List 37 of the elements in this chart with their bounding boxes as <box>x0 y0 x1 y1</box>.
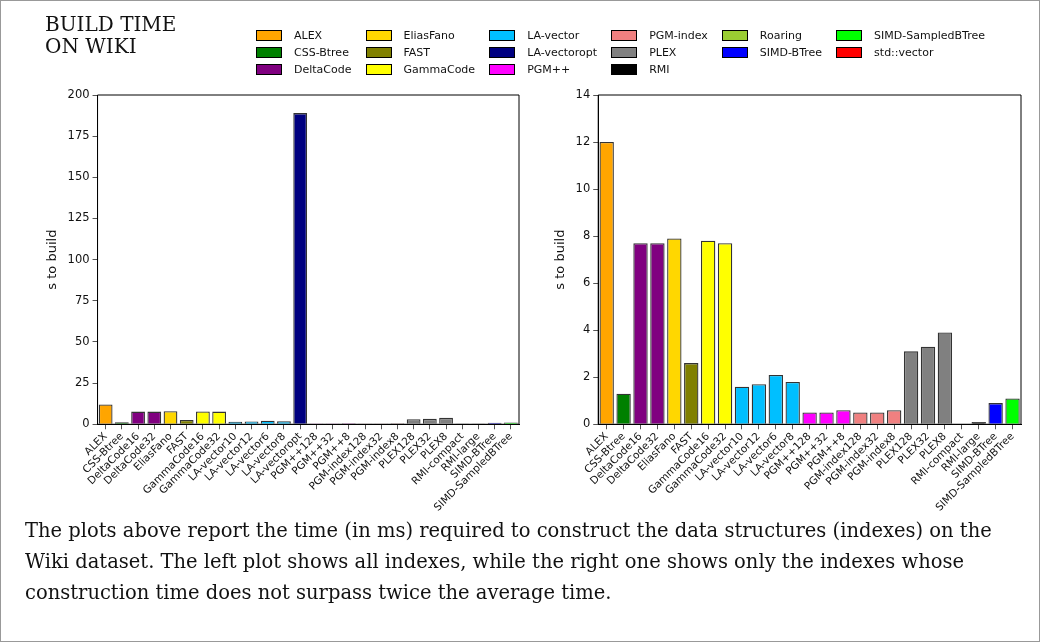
y-tick-label: 175 <box>67 128 90 143</box>
legend-label: EliasFano <box>403 28 455 42</box>
y-tick-label: 2 <box>582 369 591 384</box>
y-tick-label: 0 <box>82 416 90 431</box>
legend-label: LA-vector <box>527 28 580 42</box>
y-tick-label: 8 <box>582 228 591 243</box>
y-tick-label: 10 <box>575 181 591 196</box>
legend-label: DeltaCode <box>294 62 352 76</box>
y-tick-label: 25 <box>74 375 90 390</box>
y-tick-label: 14 <box>575 86 591 101</box>
legend-label: ALEX <box>294 28 323 42</box>
y-tick-label: 0 <box>582 416 591 431</box>
chart-title: BUILD TIME ON WIKI <box>45 12 177 58</box>
y-tick-label: 100 <box>67 251 90 266</box>
legend-label: PGM++ <box>527 62 571 76</box>
legend-label: PLEX <box>649 45 677 59</box>
y-axis-title: s to build <box>552 229 568 290</box>
legend-label: FAST <box>403 45 431 59</box>
legend-label: std::vector <box>874 45 934 59</box>
legend-label: GammaCode <box>403 62 476 76</box>
legend-label: LA-vectoropt <box>527 45 598 59</box>
y-tick-label: 6 <box>582 275 591 290</box>
y-tick-label: 4 <box>582 322 591 337</box>
y-tick-label: 50 <box>74 333 90 348</box>
text: The plots above report the time (in ms) required to construct the data structures (indexes) on the Wiki dataset. The left plot shows all indexes, while the right one shows only the indexes whose construction time does not surpass twice the average time. <box>25 518 993 606</box>
legend-label: PGM-index <box>649 28 708 42</box>
y-tick-label: 12 <box>575 134 591 149</box>
legend-label: SIMD-BTree <box>759 45 823 59</box>
legend-label: RMI <box>649 62 670 76</box>
legend-label: CSS-Btree <box>294 45 349 59</box>
y-tick-label: 150 <box>67 169 90 184</box>
legend-label: Roaring <box>759 28 803 42</box>
y-tick-label: 125 <box>67 210 90 225</box>
y-tick-label: 75 <box>74 292 90 307</box>
legend-label: SIMD-SampledBTree <box>874 28 985 42</box>
y-tick-label: 200 <box>67 86 90 101</box>
y-axis-title: s to build <box>44 229 60 290</box>
